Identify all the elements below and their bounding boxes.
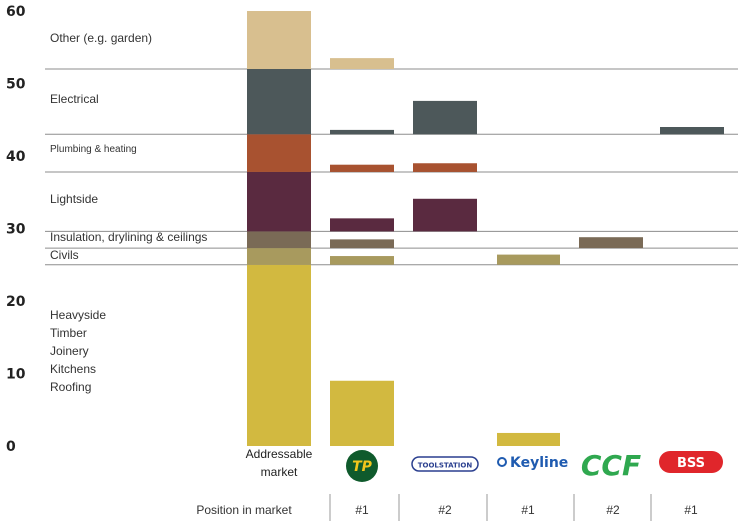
addressable-market-label-line2: market: [261, 465, 298, 479]
segment-label-insulation: Insulation, drylining & ceilings: [50, 230, 207, 244]
y-tick-40: 40: [6, 149, 26, 165]
bar-addressable-market-civils: [247, 248, 311, 265]
joinery-label: Joinery: [50, 344, 89, 358]
bar-bss-electrical: [660, 127, 724, 135]
segment-label-civils: Civils: [50, 248, 79, 262]
bar-toolstation-plumbing: [413, 163, 477, 172]
position-toolstation: #2: [438, 503, 452, 517]
position-header: Position in market: [196, 503, 292, 517]
segment-labels: Other (e.g. garden) Electrical Plumbing …: [50, 31, 207, 394]
bar-travis-perkins-other: [330, 58, 394, 69]
bar-toolstation-lightside: [413, 198, 477, 232]
segment-label-electrical: Electrical: [50, 92, 99, 106]
y-tick-50: 50: [6, 77, 26, 93]
bar-travis-perkins-insulation: [330, 239, 394, 249]
ccf-logo-text: CCF: [581, 449, 641, 482]
bss-logo-text: BSS: [677, 456, 705, 471]
bar-travis-perkins-civils: [330, 256, 394, 265]
category-labels: Addressable market TP TOOLSTATION Keylin…: [246, 447, 723, 482]
travis-perkins-logo: TP: [346, 450, 378, 482]
segment-label-lightside: Lightside: [50, 192, 98, 206]
toolstation-logo-frame: [411, 456, 479, 472]
bar-travis-perkins-electrical: [330, 129, 394, 135]
travis-perkins-logo-text: TP: [352, 459, 373, 475]
bss-logo-pill: [659, 451, 723, 473]
bar-addressable-market-insulation: [247, 231, 311, 249]
bar-travis-perkins-lightside: [330, 218, 394, 232]
position-bss: #1: [684, 503, 698, 517]
bar-addressable-market-lightside: [247, 171, 311, 232]
bar-addressable-market-other: [247, 11, 311, 69]
ccf-logo: CCF: [581, 449, 641, 482]
heavyside-label: Heavyside: [50, 308, 106, 322]
keyline-logo: Keyline: [497, 455, 568, 471]
toolstation-logo: TOOLSTATION: [411, 456, 479, 472]
keyline-logo-mark: [497, 457, 507, 467]
bars: [247, 11, 724, 446]
bar-addressable-market-plumbing: [247, 134, 311, 172]
y-tick-0: 0: [6, 439, 16, 455]
position-keyline: #1: [521, 503, 535, 517]
segment-label-other: Other (e.g. garden): [50, 31, 152, 45]
segment-label-plumbing: Plumbing & heating: [50, 144, 137, 155]
bar-addressable-market-electrical: [247, 69, 311, 135]
bss-logo: BSS: [659, 451, 723, 473]
travis-perkins-logo-circle: [346, 450, 378, 482]
bar-keyline-civils: [497, 254, 560, 265]
bar-addressable-market-heavyside: [247, 264, 311, 446]
y-tick-20: 20: [6, 294, 26, 310]
position-travis-perkins: #1: [355, 503, 369, 517]
toolstation-logo-text: TOOLSTATION: [418, 462, 473, 470]
y-tick-10: 10: [6, 367, 26, 383]
y-axis-ticks: 60 50 40 30 20 10 0: [6, 4, 26, 455]
y-tick-60: 60: [6, 4, 26, 20]
kitchens-label: Kitchens: [50, 362, 96, 376]
bar-keyline-heavyside: [497, 432, 560, 446]
bar-toolstation-electrical: [413, 100, 477, 135]
addressable-market-label-line1: Addressable: [246, 447, 313, 461]
timber-label: Timber: [50, 326, 87, 340]
bar-travis-perkins-plumbing: [330, 164, 394, 172]
bar-travis-perkins-heavyside: [330, 380, 394, 446]
position-ccf: #2: [606, 503, 620, 517]
keyline-logo-text: Keyline: [510, 455, 568, 471]
roofing-label: Roofing: [50, 380, 91, 394]
bar-ccf-insulation: [579, 237, 643, 249]
y-tick-30: 30: [6, 222, 26, 238]
position-row: Position in market #1 #2 #1 #2 #1: [196, 494, 698, 521]
